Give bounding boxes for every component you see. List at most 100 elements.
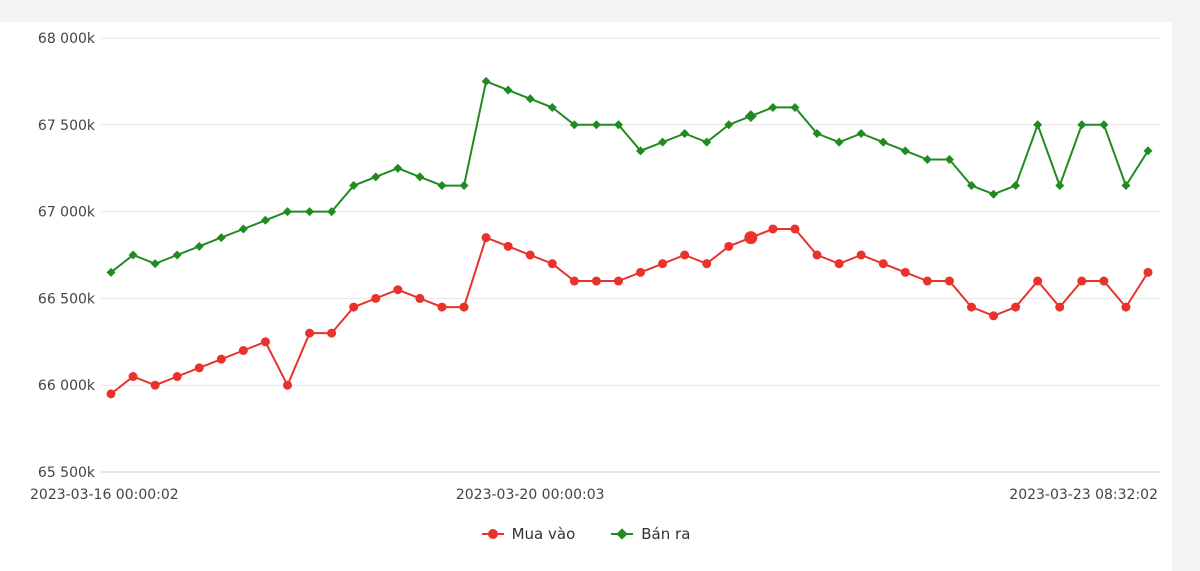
x-tick-label: 2023-03-23 08:32:02	[1009, 487, 1158, 503]
data-point-mua-vao	[944, 276, 954, 286]
legend-label-ban-ra: Bán ra	[641, 525, 691, 543]
data-point-ban-ra	[172, 250, 182, 260]
x-tick-label: 2023-03-16 00:00:02	[30, 487, 179, 503]
data-point-ban-ra	[547, 102, 557, 112]
data-point-ban-ra	[1077, 120, 1087, 130]
data-point-ban-ra	[283, 207, 293, 217]
data-point-mua-vao	[1077, 276, 1087, 286]
series-layer	[106, 76, 1153, 399]
data-point-ban-ra	[481, 76, 491, 86]
data-point-mua-vao	[768, 224, 778, 234]
legend-item-mua-vao[interactable]: Mua vào	[481, 525, 576, 543]
data-point-mua-vao	[1121, 302, 1131, 312]
data-point-mua-vao	[834, 259, 844, 269]
legend-label-mua-vao: Mua vào	[511, 525, 576, 543]
data-point-ban-ra	[658, 137, 668, 147]
data-point-mua-vao	[1011, 302, 1021, 312]
data-point-mua-vao	[547, 259, 557, 269]
data-point-ban-ra	[503, 85, 513, 95]
data-point-ban-ra	[1121, 181, 1131, 191]
data-point-ban-ra	[459, 181, 469, 191]
data-point-mua-vao	[591, 276, 601, 286]
data-point-ban-ra	[989, 189, 999, 199]
legend-item-ban-ra[interactable]: Bán ra	[611, 525, 690, 543]
y-tick-label: 66 500k	[38, 291, 96, 307]
data-point-mua-vao	[481, 233, 491, 243]
data-point-mua-vao	[878, 259, 888, 269]
legend-swatch-ban-ra	[611, 528, 634, 540]
data-point-mua-vao	[327, 328, 337, 338]
data-point-ban-ra	[790, 102, 800, 112]
data-point-ban-ra	[371, 172, 381, 182]
data-point-mua-vao	[658, 259, 668, 269]
data-point-ban-ra	[702, 137, 712, 147]
y-tick-label: 67 500k	[38, 118, 96, 134]
data-point-mua-vao	[172, 372, 182, 382]
data-point-mua-vao	[812, 250, 822, 260]
y-tick-label: 66 000k	[38, 378, 96, 394]
data-point-ban-ra	[327, 207, 337, 217]
data-point-ban-ra	[680, 128, 690, 138]
data-point-ban-ra	[260, 215, 270, 225]
data-point-ban-ra	[1033, 120, 1043, 130]
data-point-ban-ra	[216, 233, 226, 243]
data-point-mua-vao	[922, 276, 932, 286]
data-point-ban-ra	[569, 120, 579, 130]
data-point-mua-vao	[216, 354, 226, 364]
data-point-mua-vao	[1033, 276, 1043, 286]
data-point-mua-vao	[238, 345, 248, 355]
data-point-mua-vao	[856, 250, 866, 260]
grid-layer	[101, 37, 1160, 473]
data-point-mua-vao	[283, 380, 293, 390]
data-point-mua-vao	[525, 250, 535, 260]
data-point-ban-ra	[591, 120, 601, 130]
data-point-ban-ra	[812, 128, 822, 138]
data-point-ban-ra	[150, 259, 160, 269]
data-point-mua-vao	[437, 302, 447, 312]
data-point-ban-ra	[194, 241, 204, 251]
data-point-ban-ra	[1055, 181, 1065, 191]
data-point-mua-vao	[1055, 302, 1065, 312]
data-point-ban-ra	[744, 110, 757, 123]
legend: Mua vào Bán ra	[0, 525, 1172, 543]
data-point-mua-vao	[194, 363, 204, 373]
data-point-ban-ra	[944, 155, 954, 165]
data-point-mua-vao	[415, 293, 425, 303]
data-point-ban-ra	[613, 120, 623, 130]
data-point-ban-ra	[768, 102, 778, 112]
data-point-mua-vao	[393, 285, 403, 295]
y-tick-label: 67 000k	[38, 205, 96, 221]
data-point-ban-ra	[437, 181, 447, 191]
data-point-ban-ra	[393, 163, 403, 173]
data-point-ban-ra	[106, 267, 116, 277]
data-point-ban-ra	[349, 181, 359, 191]
data-point-mua-vao	[503, 241, 513, 251]
data-point-ban-ra	[128, 250, 138, 260]
chart-container: 65 500k 66 000k 66 500k 67 000k 67 500k 68 00…	[0, 22, 1172, 571]
data-point-mua-vao	[150, 380, 160, 390]
data-point-mua-vao	[680, 250, 690, 260]
line-chart[interactable]: 65 500k 66 000k 66 500k 67 000k 67 500k 68 00…	[0, 22, 1172, 522]
data-point-ban-ra	[878, 137, 888, 147]
data-point-mua-vao	[636, 267, 646, 277]
data-point-mua-vao	[106, 389, 116, 399]
data-point-mua-vao	[790, 224, 800, 234]
data-point-ban-ra	[900, 146, 910, 156]
data-point-ban-ra	[922, 155, 932, 165]
y-tick-label: 68 000k	[38, 31, 96, 47]
data-point-mua-vao	[724, 241, 734, 251]
data-point-mua-vao	[966, 302, 976, 312]
data-point-mua-vao	[702, 259, 712, 269]
data-point-ban-ra	[1011, 181, 1021, 191]
data-point-ban-ra	[834, 137, 844, 147]
data-point-ban-ra	[856, 128, 866, 138]
series-line-ban-ra	[110, 80, 1149, 274]
data-point-ban-ra	[1143, 146, 1153, 156]
data-point-ban-ra	[1099, 120, 1109, 130]
data-point-mua-vao	[613, 276, 623, 286]
data-point-mua-vao	[1099, 276, 1109, 286]
data-point-ban-ra	[238, 224, 248, 234]
x-tick-label: 2023-03-20 00:00:03	[456, 487, 605, 503]
data-point-ban-ra	[525, 94, 535, 104]
axis-layer: 65 500k 66 000k 66 500k 67 000k 67 500k 68 00…	[30, 31, 1158, 503]
